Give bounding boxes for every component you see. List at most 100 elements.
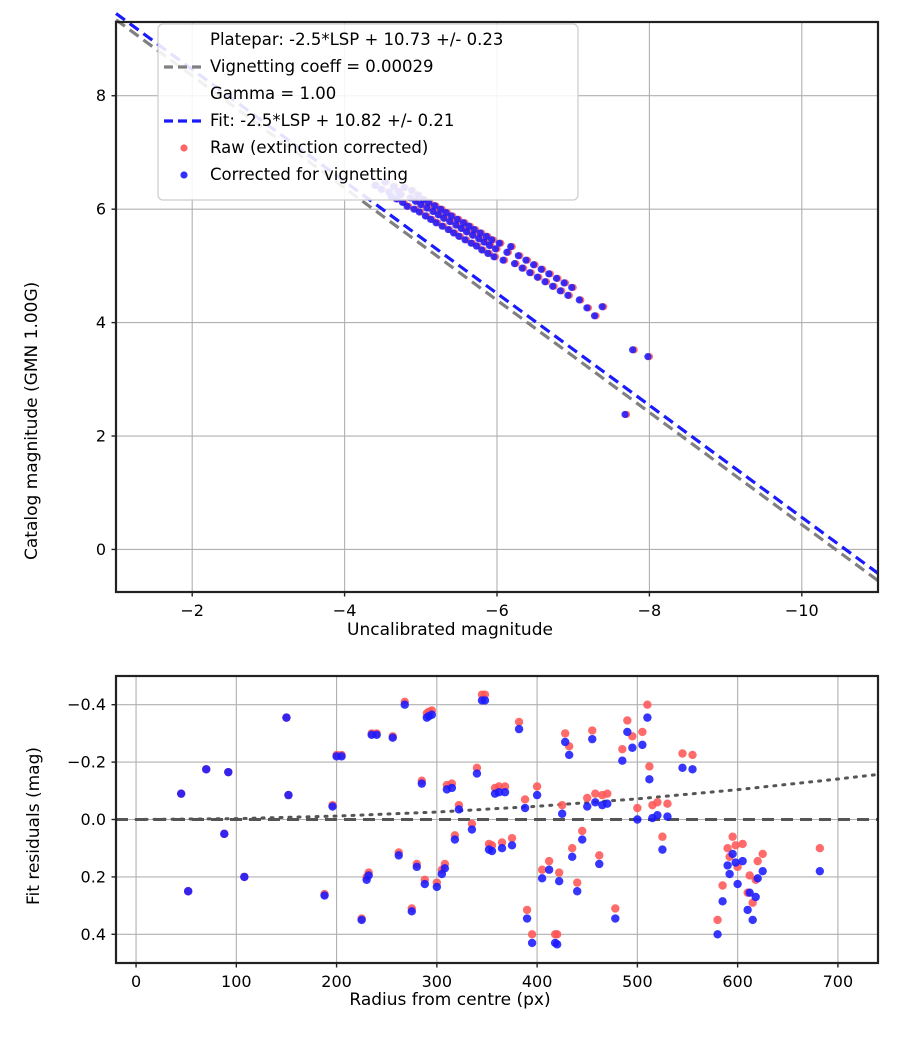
data-point <box>444 225 452 234</box>
data-point <box>467 239 475 247</box>
legend-box <box>157 23 579 201</box>
data-point <box>591 798 600 807</box>
data-point <box>429 207 437 216</box>
data-point <box>461 236 469 244</box>
data-point <box>475 235 483 243</box>
axes-frame <box>114 674 880 965</box>
data-point <box>532 790 542 800</box>
data-point <box>224 767 233 777</box>
data-point <box>678 763 687 773</box>
data-point <box>557 800 567 810</box>
legend-entry-label: Fit: -2.5*LSP + 10.82 +/- 0.21 <box>210 111 454 130</box>
data-point <box>507 841 517 850</box>
data-point <box>503 248 511 256</box>
data-point <box>472 763 482 773</box>
x-tick-label: −2 <box>180 601 204 620</box>
data-point <box>484 249 492 258</box>
data-point <box>526 269 534 277</box>
data-point <box>618 744 627 754</box>
data-point <box>623 716 632 725</box>
x-tick-label: 300 <box>422 972 453 991</box>
data-point <box>282 713 291 722</box>
data-point <box>472 242 481 250</box>
data-point <box>447 212 455 220</box>
data-point <box>643 700 652 709</box>
data-point <box>476 229 484 237</box>
data-point <box>494 782 504 791</box>
data-point <box>578 835 587 844</box>
data-point <box>499 256 507 264</box>
data-point <box>415 208 423 216</box>
bottom-plot-y-axis-label: Fit residuals (mag) <box>24 747 44 905</box>
data-point <box>537 874 547 883</box>
data-point <box>643 713 652 722</box>
data-point <box>522 905 532 915</box>
data-point <box>554 877 564 886</box>
y-tick-label: 2 <box>96 427 106 446</box>
y-tick-label: 8 <box>96 86 106 105</box>
data-point <box>520 795 530 804</box>
data-point <box>183 887 193 896</box>
legend-marker-swatch <box>180 144 188 152</box>
legend-entry-label: Corrected for vignetting <box>210 165 408 184</box>
data-point <box>518 264 526 272</box>
data-point <box>220 829 229 839</box>
axes-frame <box>114 20 880 594</box>
data-point <box>400 700 409 709</box>
data-point <box>645 775 654 784</box>
data-point <box>491 245 500 253</box>
data-point <box>568 283 576 292</box>
data-point <box>450 835 460 844</box>
data-point <box>472 769 482 778</box>
data-point <box>731 858 740 867</box>
y-tick-label: 6 <box>96 200 106 219</box>
data-point <box>459 219 468 227</box>
data-point <box>552 940 562 949</box>
data-point <box>388 733 397 742</box>
x-tick-label: −4 <box>333 601 357 620</box>
y-tick-label: 0.0 <box>81 810 106 829</box>
data-point <box>437 205 445 213</box>
data-point <box>417 779 427 788</box>
data-point <box>815 866 825 876</box>
data-point <box>410 205 418 213</box>
data-point <box>527 938 537 948</box>
data-point <box>487 846 497 856</box>
data-point <box>688 765 697 774</box>
data-point <box>713 915 722 925</box>
x-tick-label: −6 <box>485 601 509 620</box>
data-point <box>678 749 687 758</box>
data-point <box>457 224 465 233</box>
data-point <box>532 782 542 791</box>
data-point <box>738 839 747 849</box>
data-point <box>394 851 403 860</box>
data-point <box>658 832 667 841</box>
data-point <box>618 756 627 765</box>
data-point <box>447 783 457 793</box>
data-point <box>583 802 592 811</box>
data-point <box>427 710 437 719</box>
data-point <box>628 743 637 752</box>
data-point <box>490 253 498 261</box>
data-point <box>176 789 186 798</box>
top-plot-x-axis-label: Uncalibrated magnitude <box>347 620 553 640</box>
data-point <box>372 730 381 740</box>
vignetting-curve <box>134 772 880 821</box>
y-tick-label: 0 <box>96 540 106 559</box>
data-point <box>588 734 597 744</box>
data-point <box>588 726 597 735</box>
data-point <box>603 789 612 798</box>
data-point <box>537 865 547 874</box>
data-point <box>713 930 722 939</box>
data-point <box>510 260 519 268</box>
data-point <box>556 287 564 295</box>
data-point <box>453 215 461 223</box>
data-point <box>583 793 592 803</box>
data-point <box>240 872 249 882</box>
data-point <box>567 844 577 853</box>
data-point <box>728 832 737 841</box>
data-point <box>430 202 439 210</box>
data-point <box>514 724 524 734</box>
data-point <box>575 296 583 304</box>
